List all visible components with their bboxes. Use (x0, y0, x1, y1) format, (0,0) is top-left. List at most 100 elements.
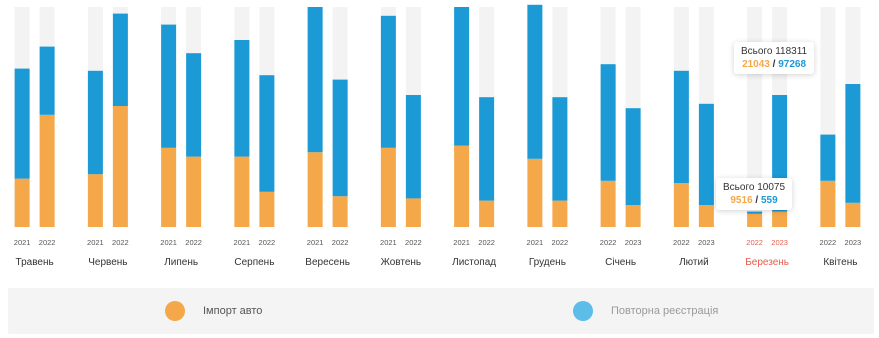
bar-reregistration (845, 84, 861, 203)
bar-import (112, 106, 128, 227)
year-tick-label: 2023 (698, 238, 715, 247)
tooltip-total-label: Всього 10075 (723, 182, 786, 193)
month-label: Вересень (305, 257, 350, 268)
bar-import (380, 147, 396, 227)
bar-import (747, 213, 763, 227)
legend-item-import[interactable]: Імпорт авто (165, 301, 262, 321)
month-label: Червень (88, 257, 127, 268)
year-tick-label: 2021 (380, 238, 397, 247)
bar-import (161, 147, 177, 227)
bar-reregistration (161, 24, 177, 148)
year-tick-label: 2021 (160, 238, 177, 247)
bar-reregistration (820, 134, 836, 181)
bar-import (39, 114, 55, 227)
bar-reregistration (552, 97, 568, 201)
year-tick-label: 2021 (234, 238, 251, 247)
bar-import (479, 200, 495, 227)
bar-import (772, 211, 788, 227)
year-tick-label: 2021 (527, 238, 544, 247)
year-tick-label: 2022 (820, 238, 837, 247)
import-dot-icon (165, 301, 185, 321)
month-label: Серпень (234, 257, 274, 268)
month-label: Травень (16, 257, 54, 268)
year-tick-label: 2023 (771, 238, 788, 247)
bar-reregistration (527, 4, 543, 159)
bar-reregistration (332, 79, 348, 197)
bar-import (87, 174, 103, 227)
tooltip-total-2022: Всього 10075 9516 / 559 (716, 178, 793, 210)
year-tick-label: 2023 (625, 238, 642, 247)
bar-reregistration (259, 75, 275, 192)
year-tick-label: 2022 (405, 238, 422, 247)
tooltip-total-label: Всього 118311 (741, 46, 808, 57)
bar-import (454, 145, 470, 227)
month-label: Січень (605, 257, 636, 268)
year-tick-label: 2023 (845, 238, 862, 247)
year-tick-label: 2021 (453, 238, 470, 247)
year-tick-label: 2022 (673, 238, 690, 247)
bar-reregistration (600, 64, 616, 181)
tooltip-separator: / (772, 59, 776, 70)
year-tick-label: 2021 (87, 238, 104, 247)
legend-label-import: Імпорт авто (203, 305, 263, 317)
month-label: Квітень (823, 257, 857, 268)
bar-reregistration (380, 15, 396, 148)
bar-import (820, 180, 836, 227)
tooltip-reregistration-value: 559 (760, 195, 778, 206)
bar-reregistration (112, 13, 128, 107)
bar-reregistration (234, 40, 250, 157)
year-tick-label: 2021 (14, 238, 31, 247)
year-tick-label: 2022 (39, 238, 56, 247)
year-tick-label: 2022 (259, 238, 276, 247)
month-label: Листопад (452, 257, 496, 268)
year-tick-label: 2022 (600, 238, 617, 247)
bar-import (186, 156, 202, 227)
month-label: Грудень (529, 257, 566, 268)
bar-import (259, 191, 275, 227)
legend-item-reregistration[interactable]: Повторна реєстрація (573, 301, 718, 321)
tooltip-import-value: 21043 (742, 59, 770, 70)
bar-import (307, 152, 323, 227)
reregistration-dot-icon (573, 301, 593, 321)
tooltip-import-value: 9516 (730, 195, 753, 206)
bar-import (527, 158, 543, 227)
bar-reregistration (307, 7, 323, 153)
year-tick-label: 2022 (332, 238, 349, 247)
bar-import (552, 200, 568, 227)
bar-import (673, 183, 689, 227)
bar-reregistration (87, 70, 103, 175)
year-tick-label: 2021 (307, 238, 324, 247)
bar-import (234, 156, 250, 227)
bar-import (332, 196, 348, 227)
year-tick-label: 2022 (746, 238, 763, 247)
month-label: Березень (745, 257, 789, 268)
bar-reregistration (698, 103, 714, 205)
bar-reregistration (14, 68, 30, 179)
bar-import (14, 178, 30, 227)
bar-import (405, 198, 421, 227)
bar-reregistration (673, 70, 689, 183)
bar-reregistration (186, 53, 202, 157)
month-label: Жовтень (381, 257, 422, 268)
legend: Імпорт авто Повторна реєстрація (8, 288, 874, 334)
bar-import (845, 202, 861, 227)
year-tick-label: 2022 (552, 238, 569, 247)
bar-reregistration (747, 211, 763, 214)
bar-import (625, 205, 641, 227)
month-label: Лютий (679, 257, 709, 268)
tooltip-reregistration-value: 97268 (778, 59, 807, 70)
bar-reregistration (454, 7, 470, 146)
bar-reregistration (39, 46, 55, 115)
month-label: Липень (164, 257, 198, 268)
year-tick-label: 2022 (478, 238, 495, 247)
year-tick-label: 2022 (185, 238, 202, 247)
legend-label-reregistration: Повторна реєстрація (611, 305, 719, 317)
tooltip-total-2023: Всього 118311 21043 / 97268 (734, 42, 815, 74)
bar-reregistration (405, 95, 421, 199)
bar-import (698, 205, 714, 227)
bar-import (600, 180, 616, 227)
tooltip-separator: / (755, 195, 759, 206)
bar-reregistration (625, 108, 641, 205)
year-tick-label: 2022 (112, 238, 129, 247)
bar-reregistration (479, 97, 495, 201)
